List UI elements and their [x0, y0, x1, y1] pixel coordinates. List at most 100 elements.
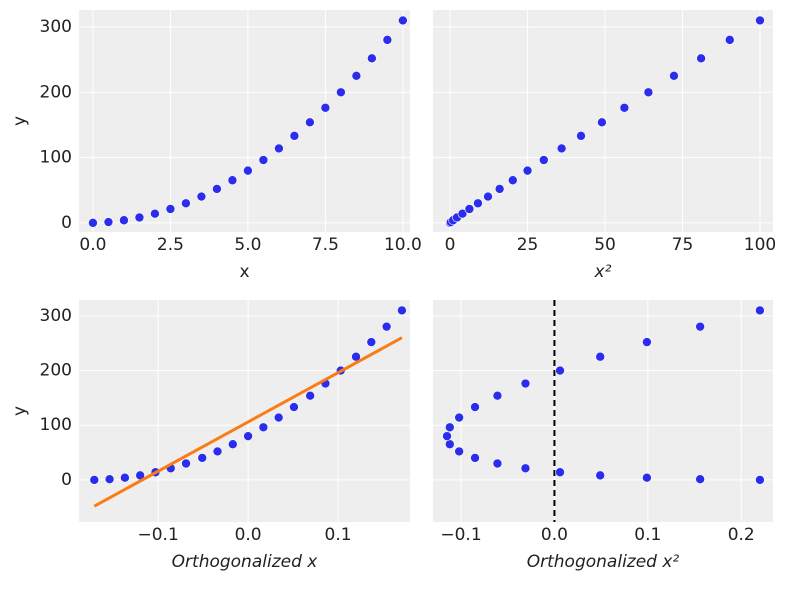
point — [320, 102, 331, 113]
point — [695, 321, 705, 332]
point — [555, 467, 565, 478]
point — [119, 215, 129, 226]
point — [258, 155, 269, 165]
point — [696, 53, 706, 64]
x-tick-label: 75 — [672, 235, 694, 255]
point — [755, 305, 765, 316]
x-axis-label: x — [239, 262, 249, 282]
point — [243, 431, 253, 441]
point — [724, 35, 735, 45]
point — [454, 412, 464, 423]
point — [165, 204, 176, 214]
plot-area — [433, 300, 773, 522]
point — [398, 15, 408, 26]
point — [520, 463, 531, 474]
point — [470, 402, 480, 412]
point — [104, 474, 115, 485]
point — [366, 337, 377, 347]
point — [595, 351, 605, 362]
point — [197, 453, 208, 463]
point — [492, 458, 503, 469]
x-tick-label: 50 — [594, 235, 616, 255]
point — [381, 321, 392, 332]
point — [492, 390, 503, 401]
y-axis-label: y — [10, 116, 30, 126]
point — [181, 198, 191, 209]
point — [445, 439, 455, 450]
y-tick-label: 200 — [40, 82, 72, 102]
point — [619, 102, 630, 113]
x-axis-label: Orthogonalized x² — [527, 552, 680, 572]
x-tick-label: 100 — [744, 235, 776, 255]
point — [181, 458, 191, 469]
point — [695, 474, 705, 485]
fit-line — [93, 336, 403, 508]
y-tick-label: 200 — [40, 361, 72, 381]
point — [150, 208, 160, 219]
point — [289, 131, 300, 141]
point — [595, 470, 605, 481]
point — [103, 217, 114, 227]
point — [508, 175, 518, 186]
point — [243, 165, 253, 176]
point — [196, 191, 207, 202]
point — [397, 305, 407, 316]
y-tick-label: 100 — [40, 415, 72, 435]
point — [89, 475, 100, 485]
point — [555, 365, 565, 376]
point — [470, 453, 480, 463]
x-axis-label: x² — [594, 262, 612, 282]
point — [227, 175, 238, 186]
point — [464, 204, 475, 214]
point — [305, 390, 315, 401]
x-tick-label: 0.1 — [325, 525, 352, 545]
x-tick-label: 25 — [517, 235, 539, 255]
x-tick-label: −0.1 — [440, 525, 481, 545]
x-tick-label: 2.5 — [157, 235, 184, 255]
x-tick-label: 5.0 — [234, 235, 261, 255]
point — [520, 378, 531, 389]
x-tick-label: 0.0 — [541, 525, 568, 545]
point — [212, 446, 223, 457]
point — [289, 402, 299, 412]
point — [351, 70, 362, 81]
point — [258, 422, 269, 433]
y-tick-label: 300 — [40, 306, 72, 326]
point — [88, 218, 98, 228]
y-tick-label: 300 — [40, 17, 72, 37]
point — [382, 35, 393, 45]
y-tick-label: 100 — [40, 148, 72, 168]
point — [642, 337, 652, 347]
point — [120, 472, 130, 483]
point — [134, 212, 145, 223]
point — [473, 198, 483, 209]
point — [228, 439, 238, 450]
point — [494, 184, 505, 194]
x-tick-label: 0.0 — [235, 525, 262, 545]
y-axis-label: y — [10, 406, 30, 416]
point — [522, 165, 533, 176]
point — [367, 53, 377, 64]
point — [642, 472, 652, 483]
point — [442, 431, 452, 441]
point — [643, 87, 654, 98]
point — [755, 475, 765, 485]
x-tick-label: −0.1 — [138, 525, 179, 545]
point — [273, 412, 284, 423]
point — [556, 143, 567, 154]
point — [539, 155, 549, 165]
x-tick-label: 0.2 — [728, 525, 755, 545]
x-tick-label: 7.5 — [312, 235, 339, 255]
point — [457, 208, 468, 219]
point — [336, 87, 346, 98]
point — [445, 422, 455, 433]
point — [597, 117, 607, 128]
y-tick-label: 0 — [61, 213, 72, 233]
point — [274, 143, 284, 154]
x-tick-label: 0.0 — [79, 235, 106, 255]
y-tick-label: 0 — [61, 470, 72, 490]
point — [576, 131, 586, 141]
point — [755, 15, 765, 26]
plot-area — [79, 10, 410, 232]
point — [483, 191, 493, 202]
